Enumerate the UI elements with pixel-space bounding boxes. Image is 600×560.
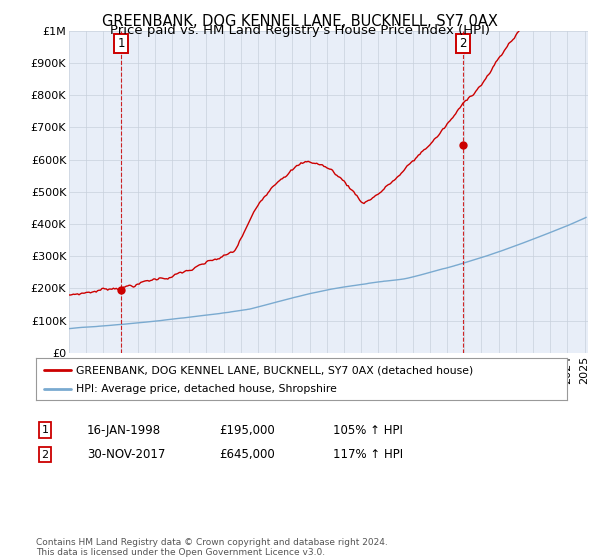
- Text: £195,000: £195,000: [219, 423, 275, 437]
- Text: 2: 2: [41, 450, 49, 460]
- Text: Price paid vs. HM Land Registry's House Price Index (HPI): Price paid vs. HM Land Registry's House …: [110, 24, 490, 36]
- Text: £645,000: £645,000: [219, 448, 275, 461]
- Text: 30-NOV-2017: 30-NOV-2017: [87, 448, 166, 461]
- Text: 117% ↑ HPI: 117% ↑ HPI: [333, 448, 403, 461]
- Text: HPI: Average price, detached house, Shropshire: HPI: Average price, detached house, Shro…: [76, 384, 337, 394]
- Text: 1: 1: [118, 37, 125, 50]
- Text: 1: 1: [41, 425, 49, 435]
- Text: 16-JAN-1998: 16-JAN-1998: [87, 423, 161, 437]
- Text: GREENBANK, DOG KENNEL LANE, BUCKNELL, SY7 0AX: GREENBANK, DOG KENNEL LANE, BUCKNELL, SY…: [102, 14, 498, 29]
- Text: 105% ↑ HPI: 105% ↑ HPI: [333, 423, 403, 437]
- Text: GREENBANK, DOG KENNEL LANE, BUCKNELL, SY7 0AX (detached house): GREENBANK, DOG KENNEL LANE, BUCKNELL, SY…: [76, 365, 473, 375]
- Text: Contains HM Land Registry data © Crown copyright and database right 2024.
This d: Contains HM Land Registry data © Crown c…: [36, 538, 388, 557]
- Text: 2: 2: [459, 37, 467, 50]
